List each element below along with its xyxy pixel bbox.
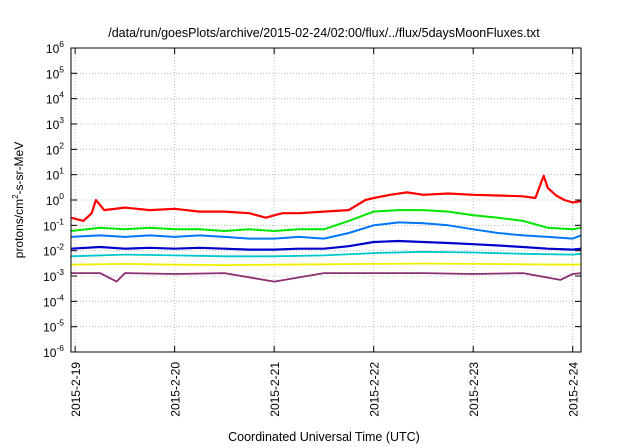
x-tick-label: 2015-2-20 (169, 362, 183, 417)
y-tick-label: 105 (46, 64, 64, 81)
y-tick-label: 100 (46, 191, 64, 208)
y-tick-label: 10-5 (43, 318, 64, 335)
gridlines (71, 48, 581, 352)
y-tick-label: 106 (46, 39, 64, 56)
y-tick-label: 10-2 (43, 242, 64, 259)
series-line-2 (70, 209, 582, 232)
x-tick-label: 2015-2-24 (567, 362, 581, 417)
x-tick-label: 2015-2-19 (69, 362, 83, 417)
y-tick-label: 102 (46, 140, 64, 157)
ticks: 10-6 10-5 10-4 10-3 10-2 10-1 100 101 102 103 104 1… (43, 39, 581, 417)
x-tick-label: 2015-2-21 (268, 362, 282, 417)
y-tick-label: 104 (46, 90, 64, 107)
y-tick-label: 10-3 (43, 267, 64, 284)
series-layer (70, 174, 582, 283)
x-tick-label: 2015-2-23 (467, 362, 481, 417)
x-tick-label: 2015-2-22 (368, 362, 382, 417)
series-line-3 (70, 221, 582, 240)
chart-title: /data/run/goesPlots/archive/2015-02-24/0… (108, 26, 540, 40)
series-line-4 (70, 239, 582, 251)
y-tick-label: 103 (46, 115, 64, 132)
y-tick-label: 101 (46, 166, 64, 183)
series-line-7 (71, 272, 582, 283)
y-axis-label: protons/cm2-s-sr-MeV (11, 142, 26, 258)
x-axis-label: Coordinated Universal Time (UTC) (228, 430, 420, 444)
y-tick-label: 10-4 (43, 292, 64, 309)
series-line-6 (70, 262, 582, 267)
y-tick-label: 10-1 (43, 216, 64, 233)
series-line-5 (70, 250, 582, 258)
y-tick-label: 10-6 (43, 343, 64, 360)
series-line-1 (70, 174, 582, 222)
